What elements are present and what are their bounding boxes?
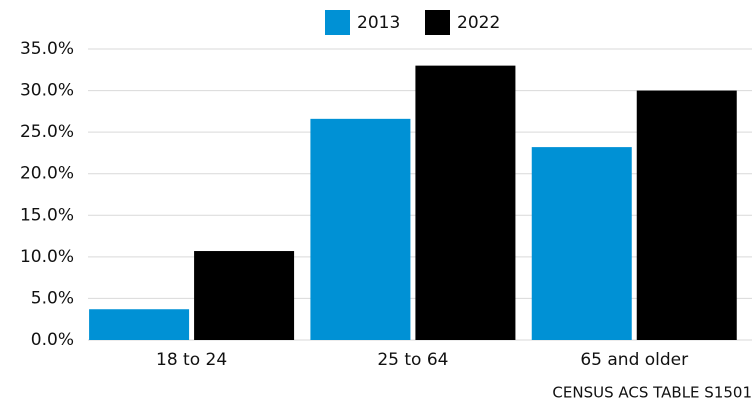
bar xyxy=(310,118,411,340)
bar xyxy=(636,90,737,340)
bar xyxy=(194,251,295,340)
y-tick-label: 25.0% xyxy=(20,122,74,142)
x-tick-label: 25 to 64 xyxy=(377,350,448,370)
y-tick-label: 5.0% xyxy=(31,288,74,308)
legend-swatch xyxy=(325,10,350,35)
bar xyxy=(415,65,516,340)
legend-swatch xyxy=(425,10,450,35)
y-tick-label: 20.0% xyxy=(20,164,74,184)
legend-label: 2022 xyxy=(457,13,500,33)
y-tick-label: 35.0% xyxy=(20,39,74,59)
x-tick-label: 18 to 24 xyxy=(156,350,227,370)
bar xyxy=(531,147,632,340)
y-tick-label: 15.0% xyxy=(20,205,74,225)
y-tick-label: 10.0% xyxy=(20,247,74,267)
bar xyxy=(89,309,190,340)
source-note: CENSUS ACS TABLE S1501 xyxy=(552,384,752,402)
y-tick-label: 30.0% xyxy=(20,81,74,101)
y-tick-label: 0.0% xyxy=(31,330,74,350)
legend-label: 2013 xyxy=(357,13,400,33)
x-tick-label: 65 and older xyxy=(580,350,688,370)
